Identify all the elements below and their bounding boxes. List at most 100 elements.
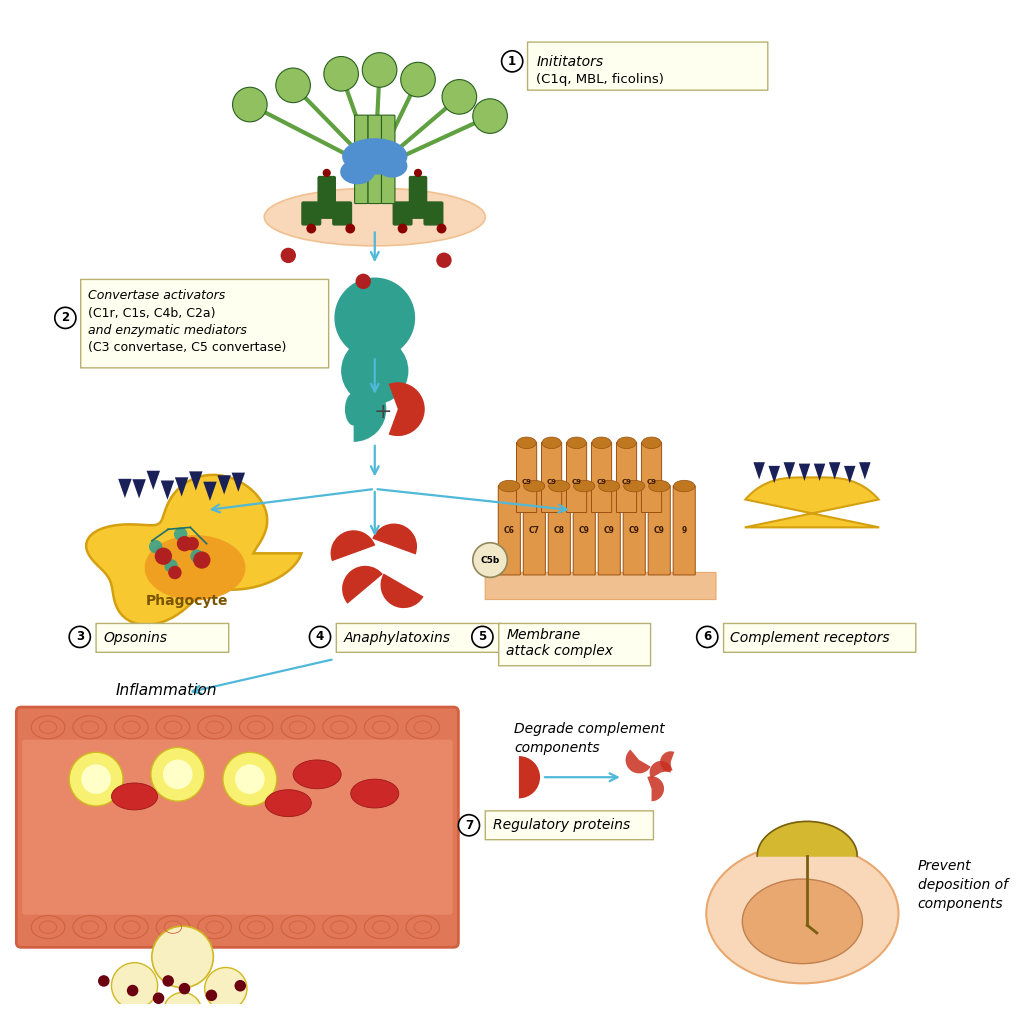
Ellipse shape — [265, 790, 311, 816]
Circle shape — [459, 815, 479, 836]
Polygon shape — [232, 473, 245, 492]
Text: 9: 9 — [681, 525, 686, 535]
Ellipse shape — [364, 915, 398, 939]
Ellipse shape — [157, 716, 190, 738]
Text: C9: C9 — [621, 479, 632, 485]
Text: (C1q, MBL, ficolins): (C1q, MBL, ficolins) — [536, 73, 664, 86]
Polygon shape — [203, 481, 217, 501]
Ellipse shape — [376, 155, 408, 177]
Text: 6: 6 — [703, 631, 711, 643]
Wedge shape — [625, 750, 651, 773]
Polygon shape — [783, 462, 795, 479]
FancyBboxPatch shape — [21, 911, 454, 942]
Ellipse shape — [281, 716, 314, 738]
Circle shape — [473, 98, 507, 133]
Circle shape — [281, 248, 296, 263]
Text: C9: C9 — [629, 525, 640, 535]
FancyBboxPatch shape — [673, 485, 696, 574]
FancyBboxPatch shape — [528, 42, 768, 90]
FancyBboxPatch shape — [566, 442, 587, 512]
Ellipse shape — [406, 716, 439, 738]
Ellipse shape — [115, 915, 148, 939]
Circle shape — [436, 223, 446, 233]
Circle shape — [168, 566, 182, 580]
Ellipse shape — [32, 915, 65, 939]
Circle shape — [398, 223, 408, 233]
Ellipse shape — [498, 480, 520, 492]
Circle shape — [235, 980, 246, 991]
Polygon shape — [175, 477, 188, 497]
Ellipse shape — [599, 480, 619, 492]
Ellipse shape — [157, 915, 190, 939]
Circle shape — [81, 764, 111, 794]
FancyBboxPatch shape — [598, 485, 620, 574]
Wedge shape — [372, 523, 417, 554]
Text: Inititators: Inititators — [536, 55, 603, 70]
FancyBboxPatch shape — [22, 739, 453, 914]
Circle shape — [309, 627, 331, 647]
Circle shape — [98, 975, 110, 987]
FancyBboxPatch shape — [381, 115, 395, 204]
Ellipse shape — [706, 844, 898, 983]
FancyBboxPatch shape — [355, 115, 368, 204]
Circle shape — [401, 62, 435, 97]
Ellipse shape — [73, 716, 107, 738]
Ellipse shape — [623, 480, 645, 492]
Text: 1: 1 — [508, 55, 517, 68]
FancyBboxPatch shape — [592, 442, 611, 512]
Circle shape — [164, 992, 201, 1024]
Polygon shape — [758, 821, 857, 856]
Text: 4: 4 — [316, 631, 324, 643]
Text: attack complex: attack complex — [506, 644, 613, 658]
Text: Complement receptors: Complement receptors — [730, 631, 890, 645]
Text: Opsonins: Opsonins — [104, 631, 168, 645]
Ellipse shape — [197, 716, 232, 738]
Ellipse shape — [342, 138, 408, 175]
FancyBboxPatch shape — [574, 485, 595, 574]
Ellipse shape — [406, 915, 439, 939]
Wedge shape — [380, 573, 423, 608]
Text: C7: C7 — [529, 525, 540, 535]
Ellipse shape — [517, 437, 536, 449]
Ellipse shape — [239, 915, 274, 939]
Ellipse shape — [592, 437, 611, 449]
Circle shape — [322, 169, 331, 177]
Circle shape — [306, 223, 316, 233]
Text: Regulatory proteins: Regulatory proteins — [493, 818, 631, 833]
Text: C8: C8 — [554, 525, 564, 535]
Ellipse shape — [32, 716, 65, 738]
Polygon shape — [829, 462, 840, 479]
Text: +: + — [373, 402, 392, 422]
Circle shape — [442, 80, 477, 114]
Circle shape — [69, 753, 123, 806]
Circle shape — [177, 536, 192, 551]
Circle shape — [163, 760, 192, 790]
Circle shape — [501, 51, 523, 72]
Circle shape — [69, 627, 91, 647]
Circle shape — [233, 87, 267, 122]
Circle shape — [190, 550, 203, 563]
Polygon shape — [814, 464, 826, 481]
Text: (C1r, C1s, C4b, C2a): (C1r, C1s, C4b, C2a) — [88, 306, 216, 319]
Circle shape — [152, 926, 214, 988]
Text: and enzymatic mediators: and enzymatic mediators — [88, 324, 247, 337]
Circle shape — [323, 56, 358, 91]
Polygon shape — [118, 479, 131, 498]
Ellipse shape — [293, 760, 341, 788]
FancyBboxPatch shape — [80, 280, 328, 368]
Text: components: components — [515, 741, 600, 756]
Ellipse shape — [345, 393, 362, 426]
Circle shape — [341, 337, 409, 404]
Polygon shape — [146, 471, 160, 489]
Circle shape — [55, 307, 76, 329]
FancyBboxPatch shape — [498, 624, 651, 666]
Circle shape — [697, 627, 718, 647]
FancyBboxPatch shape — [16, 708, 459, 947]
Circle shape — [205, 989, 218, 1001]
Ellipse shape — [351, 779, 399, 808]
FancyBboxPatch shape — [485, 811, 654, 840]
FancyBboxPatch shape — [368, 115, 381, 204]
Ellipse shape — [673, 480, 695, 492]
Polygon shape — [161, 480, 174, 500]
Circle shape — [193, 551, 211, 568]
